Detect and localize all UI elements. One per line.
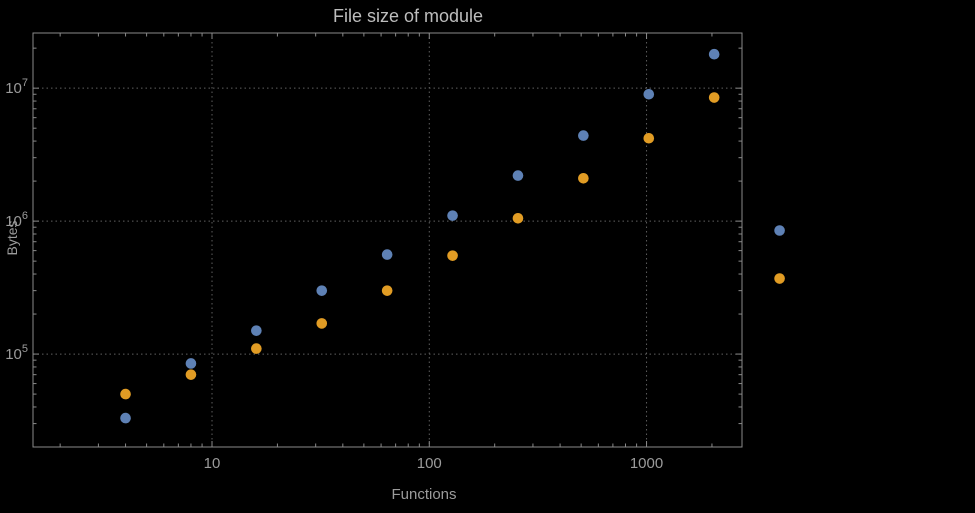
y-tick-label: 105 [5, 343, 28, 363]
chart-title: File size of module [332, 6, 484, 26]
data-point [381, 285, 393, 296]
data-point [185, 369, 197, 380]
data-point [316, 318, 328, 329]
data-point [708, 92, 720, 103]
tick-labels: 10 100 1000 105 106 107 [5, 77, 663, 472]
x-tick-label: 10 [204, 455, 221, 472]
data-point [708, 48, 720, 60]
data-point [251, 343, 262, 354]
data-point [578, 172, 589, 184]
plot-frame [32, 32, 743, 448]
data-point [578, 130, 589, 141]
gridlines [33, 33, 742, 447]
data-point [774, 225, 785, 236]
data-point [316, 285, 328, 296]
axis-ticks [33, 33, 742, 448]
data-point [120, 412, 131, 424]
series-orange [120, 92, 785, 400]
data-point [185, 358, 197, 369]
data-point [774, 273, 785, 284]
x-tick-label: 1000 [630, 455, 663, 472]
data-point [447, 250, 458, 261]
data-point [643, 88, 655, 100]
data-point [643, 132, 655, 144]
data-point [512, 170, 524, 181]
series-blue [120, 48, 785, 424]
data-point [120, 388, 131, 400]
data-point [447, 210, 458, 221]
y-tick-label: 106 [5, 210, 28, 230]
x-tick-label: 100 [417, 455, 442, 472]
data-point [381, 249, 393, 260]
data-point [512, 213, 524, 224]
y-tick-label: 107 [5, 77, 28, 97]
x-axis-label: Functions [391, 486, 457, 503]
y-axis-label: Bytes [4, 220, 20, 256]
data-point [251, 325, 262, 336]
